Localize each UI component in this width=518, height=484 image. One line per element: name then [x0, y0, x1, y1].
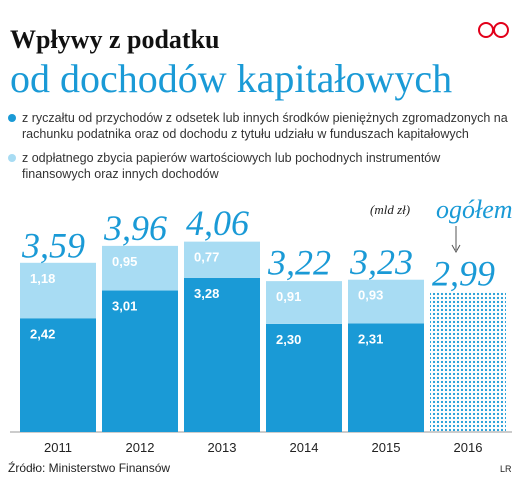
total-label: 3,23: [349, 242, 413, 282]
bar-segment: [266, 281, 342, 324]
x-tick-label: 2012: [126, 440, 155, 455]
bar-segment: [102, 245, 178, 291]
total-label: 3,96: [103, 208, 167, 248]
bar-segment: [266, 323, 342, 432]
value-label: 2,42: [30, 326, 55, 341]
bar-segment: [20, 262, 96, 319]
bar-segment: [348, 323, 424, 432]
value-label: 3,01: [112, 299, 137, 314]
legend-item: z ryczałtu od przychodów z odsetek lub i…: [8, 110, 512, 142]
value-label: 0,93: [358, 288, 383, 303]
total-bar: [430, 291, 506, 432]
value-label: 0,91: [276, 289, 301, 304]
x-tick-label: 2016: [454, 440, 483, 455]
legend-label: z ryczałtu od przychodów z odsetek lub i…: [22, 111, 508, 141]
legend-swatch: [8, 114, 16, 122]
x-tick-label: 2014: [290, 440, 319, 455]
x-tick-label: 2015: [372, 440, 401, 455]
legend-item: z odpłatnego zbycia papierów wartościowy…: [8, 150, 512, 182]
value-label: 0,77: [194, 250, 219, 265]
bar-segment: [102, 290, 178, 432]
x-tick-label: 2011: [44, 440, 72, 455]
logo: [478, 22, 509, 38]
total-label: 2,99: [432, 253, 495, 293]
unit: (mld zł): [370, 202, 410, 217]
annotation: ogółem: [436, 195, 513, 224]
bar-segment: [348, 279, 424, 324]
chart-title: Wpływy z podatku: [10, 25, 220, 54]
value-label: 1,18: [30, 271, 55, 286]
bar-segment: [20, 318, 96, 432]
value-label: 0,95: [112, 254, 137, 269]
total-label: 3,59: [21, 225, 85, 265]
arrow-head: [451, 244, 461, 254]
bar-segment: [184, 277, 260, 432]
source: Źródło: Ministerstwo Finansów: [8, 460, 170, 475]
legend-swatch: [8, 154, 16, 162]
x-tick-label: 2013: [208, 440, 237, 455]
chart-subtitle: od dochodów kapitałowych: [10, 56, 452, 101]
total-label: 4,06: [186, 203, 249, 243]
credit: LR: [500, 464, 512, 474]
value-label: 2,30: [276, 332, 301, 347]
value-label: 2,31: [358, 331, 383, 346]
value-label: 3,28: [194, 286, 219, 301]
bar-segment: [184, 241, 260, 278]
total-label: 3,22: [267, 243, 331, 283]
legend-label: z odpłatnego zbycia papierów wartościowy…: [22, 151, 441, 181]
